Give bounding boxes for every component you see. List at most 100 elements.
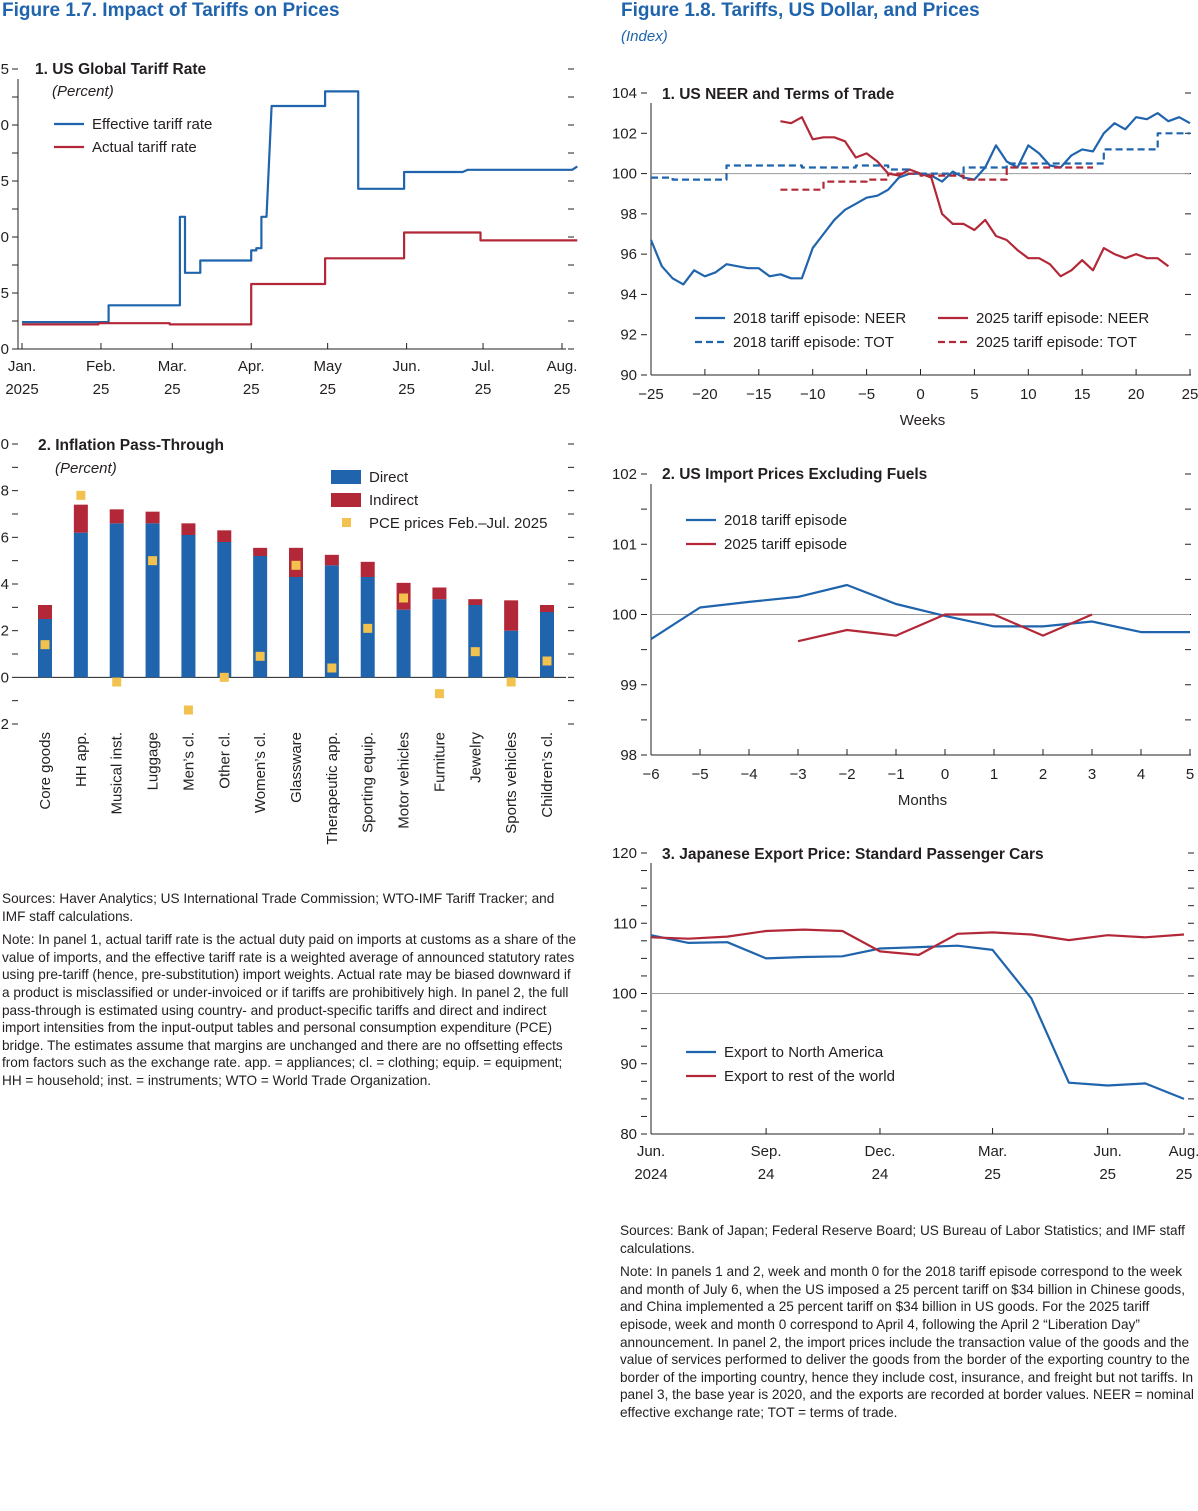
bar-indirect [360,561,375,577]
y-tick-label: 104 [612,85,637,102]
legend-2025-tot-label: 2025 tariff episode: TOT [976,334,1137,351]
x-axis-title: Weeks [900,412,946,429]
series-line [797,613,1093,643]
x-tick-label: 1 [990,766,998,783]
series-line-actual-tariff-rate [22,231,578,326]
x-tick-label: 2024 [634,1166,667,1183]
category-label: HH app. [73,732,90,787]
legend-rest-of-world-label: Export to rest of the world [724,1068,895,1085]
x-tick-label: 25 [1182,386,1198,403]
right-sources: Sources: Bank of Japan; Federal Reserve … [620,1223,1185,1256]
legend-indirect-swatch [331,493,361,507]
x-tick-label: May [313,358,342,375]
series-line-effective-tariff-rate [22,90,578,324]
y-tick-label: 99 [620,677,637,694]
y-tick-label: 98 [620,206,637,223]
bar-indirect [432,587,447,600]
pce-marker [219,672,229,682]
bar-indirect [253,547,268,556]
pce-marker [327,663,337,673]
right-notes: Sources: Bank of Japan; Federal Reserve … [620,1222,1196,1428]
x-tick-label: −10 [800,386,825,403]
y-tick-label: 94 [620,286,637,303]
y-tick-label: 4 [1,576,9,593]
x-tick-label: 4 [1137,766,1145,783]
bar-direct [253,556,268,678]
x-tick-label: 5 [1186,766,1194,783]
category-label: Other cl. [216,732,233,789]
bar-direct [432,599,447,678]
x-tick-label: Dec. [865,1143,896,1160]
bar-direct [289,577,303,678]
x-tick-label: −5 [691,766,708,783]
x-tick-label: −1 [887,766,904,783]
category-label: Motor vehicles [396,732,413,829]
y-tick-label: 0 [1,341,9,358]
y-tick-label: 98 [620,747,637,764]
x-tick-label: −6 [642,766,659,783]
x-tick-label: 25 [1176,1166,1193,1183]
bar-direct [468,605,483,678]
panel-title: 2. Inflation Pass-Through [38,437,224,454]
y-tick-label: 5 [1,285,9,302]
y-tick-label: 100 [612,166,637,183]
y-tick-label: 90 [620,1056,637,1073]
y-tick-label: 2 [1,623,9,640]
left-note: Note: In panel 1, actual tariff rate is … [2,932,577,1088]
bar-indirect [468,599,483,605]
bar-direct [504,630,519,678]
panel-subtitle: (Percent) [55,460,117,477]
pce-marker [470,647,480,657]
y-tick-label: 6 [1,529,9,546]
pce-marker [363,623,373,633]
legend-pce-label: PCE prices Feb.–Jul. 2025 [369,515,547,532]
bar-indirect [324,554,339,566]
pce-marker [183,705,193,715]
legend-2025-label: 2025 tariff episode [724,536,847,553]
x-axis-title: Months [898,792,947,809]
x-tick-label: −5 [858,386,875,403]
category-label: Core goods [37,732,54,810]
x-tick-label: 24 [872,1166,889,1183]
series-line [780,116,1170,278]
y-tick-label: 100 [612,986,637,1003]
x-tick-label: Apr. [238,358,265,375]
x-tick-label: Mar. [158,358,187,375]
legend-effective-label: Effective tariff rate [92,116,212,133]
y-tick-label: 0 [1,669,9,686]
x-tick-label: Feb. [86,358,116,375]
y-tick-label: 101 [612,536,637,553]
x-tick-label: 10 [1020,386,1037,403]
legend-2018-tot-label: 2018 tariff episode: TOT [733,334,894,351]
x-tick-label: 25 [164,381,181,398]
pce-marker [542,656,552,666]
x-tick-label: Aug. [547,358,578,375]
category-label: Women’s cl. [252,732,269,813]
x-tick-label: Mar. [978,1143,1007,1160]
bar-indirect [181,523,196,535]
category-label: Glassware [288,732,305,803]
bar-indirect [217,530,232,542]
panel-subtitle: (Percent) [52,83,114,100]
category-label: Musical inst. [109,732,126,815]
category-label: Luggage [145,732,162,790]
right-note: Note: In panels 1 and 2, week and month … [620,1264,1194,1420]
x-tick-label: 20 [1128,386,1145,403]
x-tick-label: −4 [740,766,757,783]
panel-title: 1. US Global Tariff Rate [35,61,206,78]
x-tick-label: 25 [319,381,336,398]
x-tick-label: Sep. [751,1143,782,1160]
y-tick-label: 10 [0,436,9,453]
y-tick-label: 20 [0,117,9,134]
legend-direct-swatch [331,470,361,484]
category-label: Men’s cl. [180,732,197,791]
bar-direct [181,535,196,678]
y-tick-label: 25 [0,61,9,78]
legend-2025-neer-label: 2025 tariff episode: NEER [976,310,1149,327]
bar-indirect [38,605,52,619]
y-tick-label: 80 [620,1126,637,1143]
left-notes: Sources: Haver Analytics; US Internation… [2,890,577,1096]
